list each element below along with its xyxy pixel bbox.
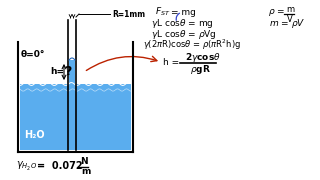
Bar xyxy=(20,84,131,150)
Text: m: m xyxy=(286,4,294,14)
Text: h=: h= xyxy=(50,66,64,75)
Text: =  0.072: = 0.072 xyxy=(37,161,83,171)
Text: $\gamma$(2$\pi$R)cos$\theta$ = $\rho$($\pi$R$^2$h)g: $\gamma$(2$\pi$R)cos$\theta$ = $\rho$($\… xyxy=(143,38,241,52)
Text: ?: ? xyxy=(64,64,71,78)
Text: $F_{ST}$: $F_{ST}$ xyxy=(155,6,171,18)
Text: R=1mm: R=1mm xyxy=(112,10,145,19)
Text: m: m xyxy=(81,168,90,177)
Text: $\gamma$L cos$\theta$ = mg: $\gamma$L cos$\theta$ = mg xyxy=(151,17,214,30)
Text: $\rho$gR: $\rho$gR xyxy=(190,62,211,75)
Text: $\rho$ =: $\rho$ = xyxy=(268,6,285,17)
Text: N: N xyxy=(80,158,88,166)
Text: $\gamma$L cos$\theta$ = $\rho$Vg: $\gamma$L cos$\theta$ = $\rho$Vg xyxy=(151,28,217,40)
Text: 2$\gamma$cos$\theta$: 2$\gamma$cos$\theta$ xyxy=(185,51,221,64)
Bar xyxy=(69,60,75,150)
Text: h =: h = xyxy=(163,57,179,66)
Text: m = $\rho$V: m = $\rho$V xyxy=(269,17,305,30)
Text: $\gamma_{H_2O}$: $\gamma_{H_2O}$ xyxy=(16,159,37,172)
Text: θ=0°: θ=0° xyxy=(21,50,45,59)
Text: = mg: = mg xyxy=(171,8,196,17)
Text: H₂O: H₂O xyxy=(24,130,44,140)
Text: V: V xyxy=(287,15,293,24)
Bar xyxy=(69,20,75,60)
